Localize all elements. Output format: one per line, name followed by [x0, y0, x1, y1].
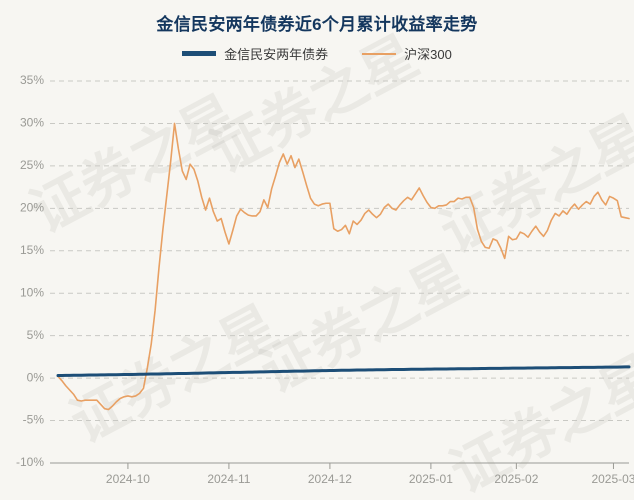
legend-swatch-index-icon — [362, 52, 397, 55]
page-title: 金信民安两年债券近6个月累计收益率走势 — [156, 15, 478, 34]
y-axis-tick-label: 35% — [20, 73, 44, 87]
x-axis-tick-label: 2024-12 — [308, 472, 352, 486]
y-axis-tick-label: -5% — [23, 413, 45, 427]
x-axis-tick-label: 2025-03 — [591, 472, 634, 486]
x-axis-tick-label: 2024-10 — [106, 472, 150, 486]
y-axis-tick-label: -10% — [16, 455, 44, 469]
gridlines — [50, 80, 629, 422]
y-axis-tick-labels: -10% -5% 0% 5% 10% 15% 20% 25% 30% 35% — [16, 73, 44, 469]
legend-swatch-fund-icon — [182, 51, 217, 56]
x-axis-tick-label: 2025-01 — [409, 472, 453, 486]
x-axis-tick-marks — [127, 463, 614, 469]
y-axis-tick-label: 25% — [20, 158, 44, 172]
y-axis-tick-label: 30% — [20, 116, 44, 130]
y-axis-tick-label: 5% — [27, 328, 45, 342]
y-axis-tick-label: 0% — [27, 370, 45, 384]
x-axis-tick-label: 2024-11 — [207, 472, 250, 486]
y-axis-tick-label: 10% — [20, 285, 44, 299]
x-axis-tick-labels: 2024-10 2024-11 2024-12 2025-01 2025-02 2025-… — [106, 472, 634, 486]
legend-label-index: 沪深300 — [404, 47, 452, 62]
legend-item-fund[interactable]: 金信民安两年债券 — [182, 44, 328, 63]
x-axis-tick-label: 2025-02 — [494, 472, 538, 486]
legend-label-fund: 金信民安两年债券 — [224, 47, 329, 62]
series-line-index — [57, 122, 630, 411]
series-line-fund — [56, 365, 631, 378]
chart-legend: 金信民安两年债券 沪深300 — [0, 44, 634, 63]
y-axis-tick-label: 20% — [20, 201, 44, 215]
y-axis-tick-label: 15% — [20, 243, 44, 257]
legend-item-index[interactable]: 沪深300 — [362, 44, 452, 63]
